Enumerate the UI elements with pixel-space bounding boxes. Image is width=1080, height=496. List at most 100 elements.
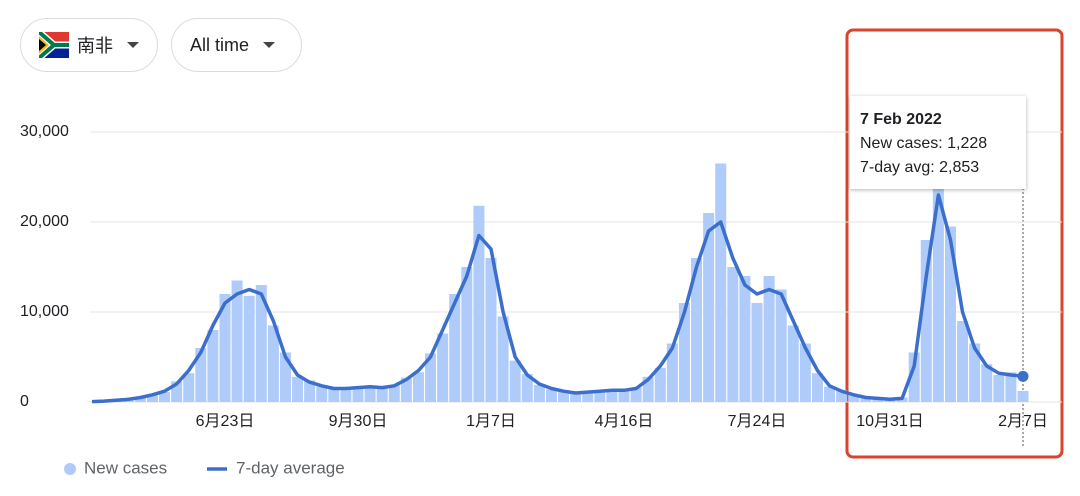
bar bbox=[558, 390, 570, 402]
tooltip-row: New cases: 1,228 bbox=[860, 132, 1016, 156]
tooltip-title: 7 Feb 2022 bbox=[860, 111, 942, 128]
bar bbox=[691, 258, 703, 402]
x-tick-label: 4月16日 bbox=[595, 413, 654, 430]
bar bbox=[400, 377, 412, 402]
bar bbox=[328, 387, 340, 402]
bar bbox=[582, 391, 594, 402]
bar bbox=[811, 373, 823, 402]
tooltip-row: 7-day avg: 2,853 bbox=[860, 156, 1016, 180]
bar bbox=[836, 390, 848, 402]
bar bbox=[316, 386, 328, 402]
bar bbox=[497, 316, 509, 402]
bar bbox=[763, 276, 775, 402]
bar bbox=[775, 289, 787, 402]
bar bbox=[787, 325, 799, 402]
bar bbox=[279, 352, 291, 402]
y-tick-label: 0 bbox=[20, 393, 29, 410]
bar bbox=[255, 285, 267, 402]
tooltip-label: 7-day avg: bbox=[860, 159, 940, 176]
bar bbox=[219, 294, 231, 402]
bar bbox=[388, 384, 400, 402]
bar bbox=[630, 387, 642, 402]
bar bbox=[304, 380, 316, 402]
tooltip: 7 Feb 2022 New cases: 1,228 7-day avg: 2… bbox=[850, 96, 1026, 189]
bar bbox=[751, 303, 763, 402]
y-tick-label: 20,000 bbox=[20, 213, 69, 230]
bar bbox=[146, 393, 158, 402]
bar bbox=[183, 373, 195, 402]
bar bbox=[473, 205, 485, 402]
x-tick-label: 9月30日 bbox=[329, 413, 388, 430]
x-tick-label: 1月7日 bbox=[466, 413, 516, 430]
bar bbox=[461, 267, 473, 402]
bar bbox=[642, 376, 654, 402]
bar bbox=[908, 352, 920, 402]
bar bbox=[594, 392, 606, 402]
bar bbox=[920, 240, 932, 402]
tooltip-value: 2,853 bbox=[939, 159, 980, 176]
bar bbox=[606, 389, 618, 402]
y-tick-label: 30,000 bbox=[20, 123, 69, 140]
x-tick-label: 10月31日 bbox=[856, 413, 924, 430]
legend-label: 7-day average bbox=[236, 458, 345, 477]
hover-point bbox=[1017, 370, 1029, 382]
average-line bbox=[91, 193, 1024, 404]
bar bbox=[824, 386, 836, 402]
bar bbox=[243, 295, 255, 402]
bar bbox=[340, 389, 352, 402]
bar bbox=[376, 388, 388, 402]
bar bbox=[678, 303, 690, 402]
bar bbox=[570, 393, 582, 402]
bar bbox=[533, 384, 545, 402]
bar bbox=[485, 258, 497, 402]
bar bbox=[715, 163, 727, 402]
x-tick-label: 2月7日 bbox=[998, 413, 1048, 430]
legend-label: New cases bbox=[84, 458, 167, 477]
bar bbox=[666, 343, 678, 402]
bar bbox=[957, 321, 969, 402]
bar bbox=[509, 360, 521, 402]
bar bbox=[993, 375, 1005, 402]
bar bbox=[1005, 372, 1017, 402]
bar bbox=[412, 372, 424, 402]
bar bbox=[1017, 390, 1029, 402]
bar bbox=[727, 267, 739, 402]
bar bbox=[292, 376, 304, 402]
bar bbox=[231, 280, 243, 402]
bar bbox=[860, 397, 872, 402]
bar bbox=[545, 389, 557, 402]
region-dropdown[interactable]: 南非 bbox=[20, 18, 158, 72]
bar bbox=[848, 395, 860, 402]
bar bbox=[981, 364, 993, 402]
bar bbox=[159, 392, 171, 402]
legend-swatch bbox=[64, 463, 76, 475]
tooltip-label: New cases: bbox=[860, 135, 948, 152]
region-label: 南非 bbox=[77, 36, 113, 56]
bar bbox=[521, 374, 533, 402]
bar bbox=[739, 276, 751, 402]
bar bbox=[437, 333, 449, 402]
bar bbox=[969, 343, 981, 402]
tooltip-value: 1,228 bbox=[947, 135, 988, 152]
bar bbox=[364, 385, 376, 402]
bar bbox=[703, 213, 715, 402]
bar bbox=[654, 367, 666, 402]
x-tick-label: 7月24日 bbox=[728, 413, 787, 430]
y-tick-label: 10,000 bbox=[20, 303, 69, 320]
bar bbox=[134, 397, 146, 402]
bar bbox=[352, 386, 364, 402]
bar bbox=[449, 294, 461, 402]
range-dropdown[interactable]: All time bbox=[171, 18, 302, 72]
bar bbox=[207, 330, 219, 402]
highlight-box bbox=[845, 28, 1064, 459]
bar bbox=[171, 381, 183, 402]
bar bbox=[425, 353, 437, 402]
bar bbox=[932, 186, 944, 402]
range-label: All time bbox=[190, 34, 250, 55]
bar bbox=[267, 325, 279, 402]
bar bbox=[944, 226, 956, 402]
bar bbox=[872, 398, 884, 402]
bar bbox=[618, 391, 630, 402]
